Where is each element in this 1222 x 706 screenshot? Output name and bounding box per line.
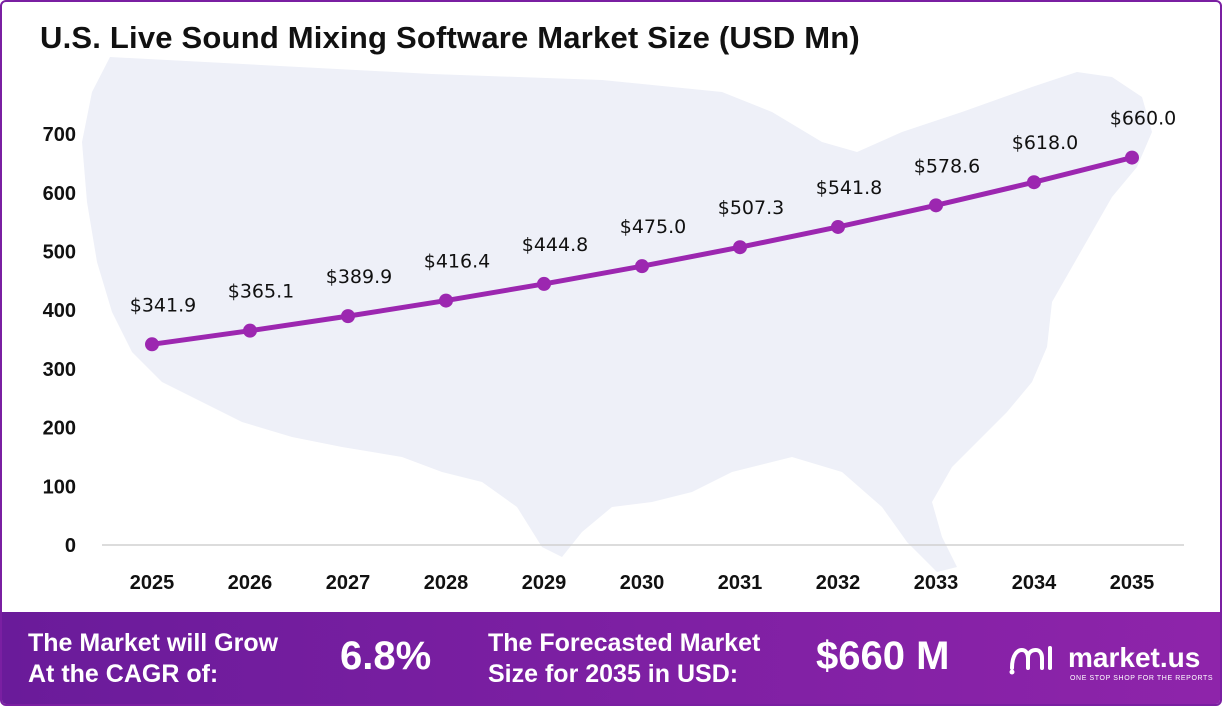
footer-banner: The Market will Grow At the CAGR of: 6.8… bbox=[2, 612, 1220, 704]
data-label: $507.3 bbox=[718, 197, 784, 219]
data-point bbox=[831, 219, 845, 234]
data-point bbox=[243, 323, 257, 338]
y-tick-label: 500 bbox=[43, 242, 76, 264]
data-label: $541.8 bbox=[816, 177, 882, 199]
cagr-value: 6.8% bbox=[340, 634, 432, 678]
data-point bbox=[635, 259, 649, 274]
y-tick-label: 700 bbox=[43, 124, 76, 146]
data-label: $660.0 bbox=[1110, 108, 1176, 130]
brand-name: market.us bbox=[1068, 642, 1201, 673]
x-tick-label: 2026 bbox=[228, 572, 273, 594]
data-label: $365.1 bbox=[228, 281, 294, 303]
data-label: $341.9 bbox=[130, 294, 196, 316]
x-tick-label: 2033 bbox=[914, 572, 959, 594]
x-tick-label: 2031 bbox=[718, 572, 763, 594]
data-label: $475.0 bbox=[620, 216, 686, 238]
chart-svg: 0 100 200 300 400 500 600 700 2025 2026 2027 2028 2… bbox=[43, 57, 1184, 594]
forecast-label-line1: The Forecasted Market bbox=[488, 629, 761, 657]
forecast-label-line2: Size for 2035 in USD: bbox=[488, 660, 739, 688]
y-tick-label: 0 bbox=[65, 535, 76, 557]
x-tick-label: 2029 bbox=[522, 572, 567, 594]
y-tick-label: 200 bbox=[43, 418, 76, 440]
data-label: $618.0 bbox=[1012, 132, 1078, 154]
x-tick-label: 2025 bbox=[130, 572, 175, 594]
data-label: $444.8 bbox=[522, 234, 588, 256]
data-point bbox=[1027, 175, 1041, 190]
data-point bbox=[1125, 150, 1139, 165]
data-point bbox=[929, 198, 943, 213]
x-tick-label: 2027 bbox=[326, 572, 371, 594]
cagr-label-line1: The Market will Grow bbox=[28, 629, 279, 657]
cagr-label-line2: At the CAGR of: bbox=[28, 660, 219, 688]
forecast-value: $660 M bbox=[816, 634, 950, 678]
y-tick-label: 600 bbox=[43, 183, 76, 205]
data-label: $389.9 bbox=[326, 266, 392, 288]
chart-title: U.S. Live Sound Mixing Software Market S… bbox=[40, 20, 860, 55]
cagr-label: The Market will Grow At the CAGR of: bbox=[28, 628, 278, 690]
data-point bbox=[341, 309, 355, 324]
data-point bbox=[733, 240, 747, 255]
market-us-logo-icon bbox=[1009, 646, 1052, 675]
data-point bbox=[439, 293, 453, 308]
x-tick-label: 2034 bbox=[1012, 572, 1057, 594]
us-map-silhouette bbox=[82, 57, 1152, 572]
data-label: $578.6 bbox=[914, 155, 980, 177]
y-tick-label: 100 bbox=[43, 476, 76, 498]
y-tick-label: 300 bbox=[43, 359, 76, 381]
data-point bbox=[145, 337, 159, 352]
x-tick-label: 2028 bbox=[424, 572, 469, 594]
x-tick-label: 2032 bbox=[816, 572, 861, 594]
data-label: $416.4 bbox=[424, 251, 490, 273]
x-tick-label: 2035 bbox=[1110, 572, 1155, 594]
forecast-label: The Forecasted Market Size for 2035 in U… bbox=[488, 628, 760, 690]
x-tick-label: 2030 bbox=[620, 572, 665, 594]
data-point bbox=[537, 276, 551, 291]
y-tick-label: 400 bbox=[43, 300, 76, 322]
brand-tagline: ONE STOP SHOP FOR THE REPORTS bbox=[1070, 675, 1214, 682]
